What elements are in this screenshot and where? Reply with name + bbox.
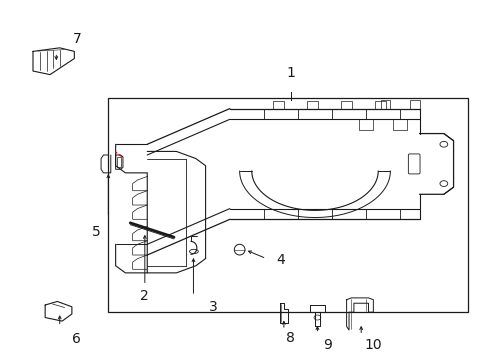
Text: 10: 10 <box>364 338 382 352</box>
Text: 6: 6 <box>72 332 81 346</box>
Text: 3: 3 <box>208 300 217 314</box>
Text: 7: 7 <box>72 32 81 46</box>
Text: 8: 8 <box>285 331 295 345</box>
Text: 4: 4 <box>276 253 285 267</box>
Bar <box>116 157 121 167</box>
Text: 2: 2 <box>140 289 149 303</box>
Text: 1: 1 <box>285 66 295 80</box>
Text: 5: 5 <box>92 225 101 239</box>
Text: 9: 9 <box>322 338 331 352</box>
Bar <box>108 98 467 312</box>
